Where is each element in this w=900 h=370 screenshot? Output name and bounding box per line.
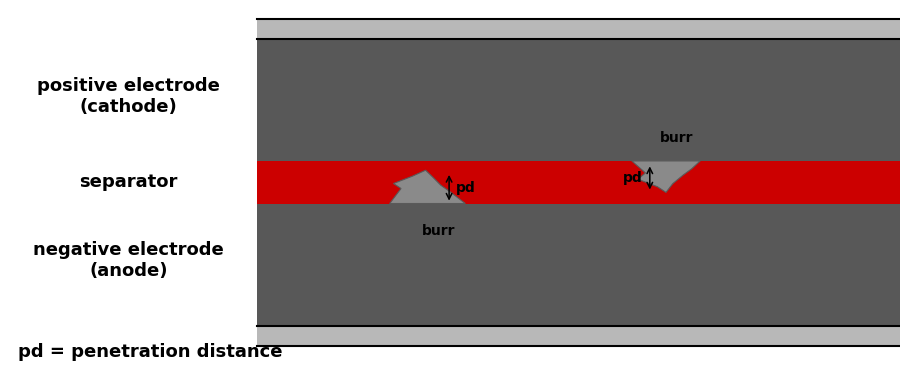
Bar: [256, 161, 900, 204]
Text: negative electrode
(anode): negative electrode (anode): [33, 242, 224, 280]
Text: positive electrode
(cathode): positive electrode (cathode): [37, 77, 220, 115]
Text: separator: separator: [79, 173, 178, 191]
Text: burr: burr: [660, 131, 693, 145]
Polygon shape: [632, 161, 700, 192]
Text: pd: pd: [456, 181, 476, 195]
Polygon shape: [390, 170, 465, 204]
Text: pd: pd: [623, 171, 643, 185]
Bar: [256, 39, 900, 161]
Bar: [256, 18, 900, 39]
Bar: [256, 326, 900, 346]
Bar: [256, 204, 900, 326]
Text: burr: burr: [422, 224, 455, 238]
Text: pd = penetration distance: pd = penetration distance: [18, 343, 283, 361]
